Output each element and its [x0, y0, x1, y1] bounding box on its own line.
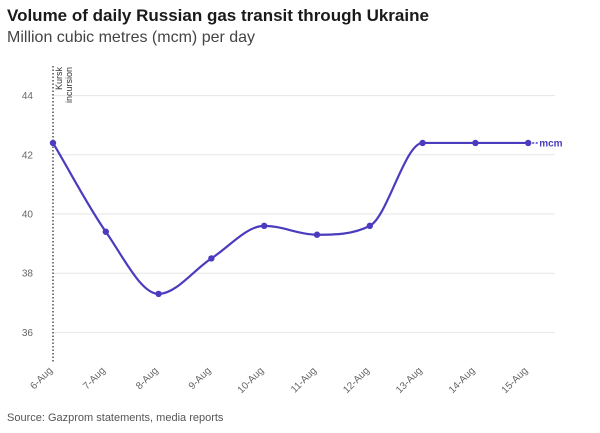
y-tick-label: 40: [22, 210, 34, 221]
series-line: [52, 141, 529, 296]
data-point: [525, 139, 532, 147]
data-point: [261, 222, 268, 230]
data-point: [419, 139, 426, 147]
series-end-label: mcm: [539, 138, 562, 149]
y-tick-label: 42: [22, 150, 34, 161]
y-axis: 36 38 40 42 44: [22, 91, 34, 339]
annotations: Kursk incursion: [52, 66, 74, 362]
x-tick-label: 14-Aug: [447, 365, 478, 396]
x-tick-label: 12-Aug: [341, 365, 372, 396]
data-point: [208, 255, 215, 262]
y-tick-label: 44: [22, 91, 34, 102]
x-tick-label: 15-Aug: [500, 365, 531, 396]
x-tick-label: 6-Aug: [28, 365, 55, 392]
x-tick-label: 9-Aug: [187, 365, 214, 392]
annotation-label: incursion: [64, 67, 74, 103]
data-point: [155, 290, 162, 298]
data-point: [472, 139, 479, 147]
x-tick-label: 10-Aug: [236, 365, 267, 396]
y-tick-label: 36: [22, 328, 34, 339]
data-point: [49, 139, 57, 147]
data-point: [313, 231, 321, 238]
data-point: [102, 228, 110, 235]
x-tick-label: 7-Aug: [81, 365, 108, 392]
data-point: [366, 222, 373, 230]
x-tick-label: 11-Aug: [289, 365, 319, 395]
source-note: Source: Gazprom statements, media report…: [7, 412, 224, 424]
chart-title: Volume of daily Russian gas transit thro…: [7, 6, 429, 25]
series-layer: mcm: [49, 138, 563, 298]
x-tick-label: 13-Aug: [394, 365, 425, 396]
annotation-label: Kursk: [54, 67, 64, 91]
y-tick-label: 38: [22, 269, 34, 280]
x-tick-label: 8-Aug: [134, 365, 161, 392]
x-axis: 6-Aug 7-Aug 8-Aug 9-Aug 10-Aug 11-Aug 12-Aug 13…: [28, 365, 530, 396]
chart-subtitle: Million cubic metres (mcm) per day: [7, 29, 256, 46]
gridlines: [53, 95, 555, 333]
